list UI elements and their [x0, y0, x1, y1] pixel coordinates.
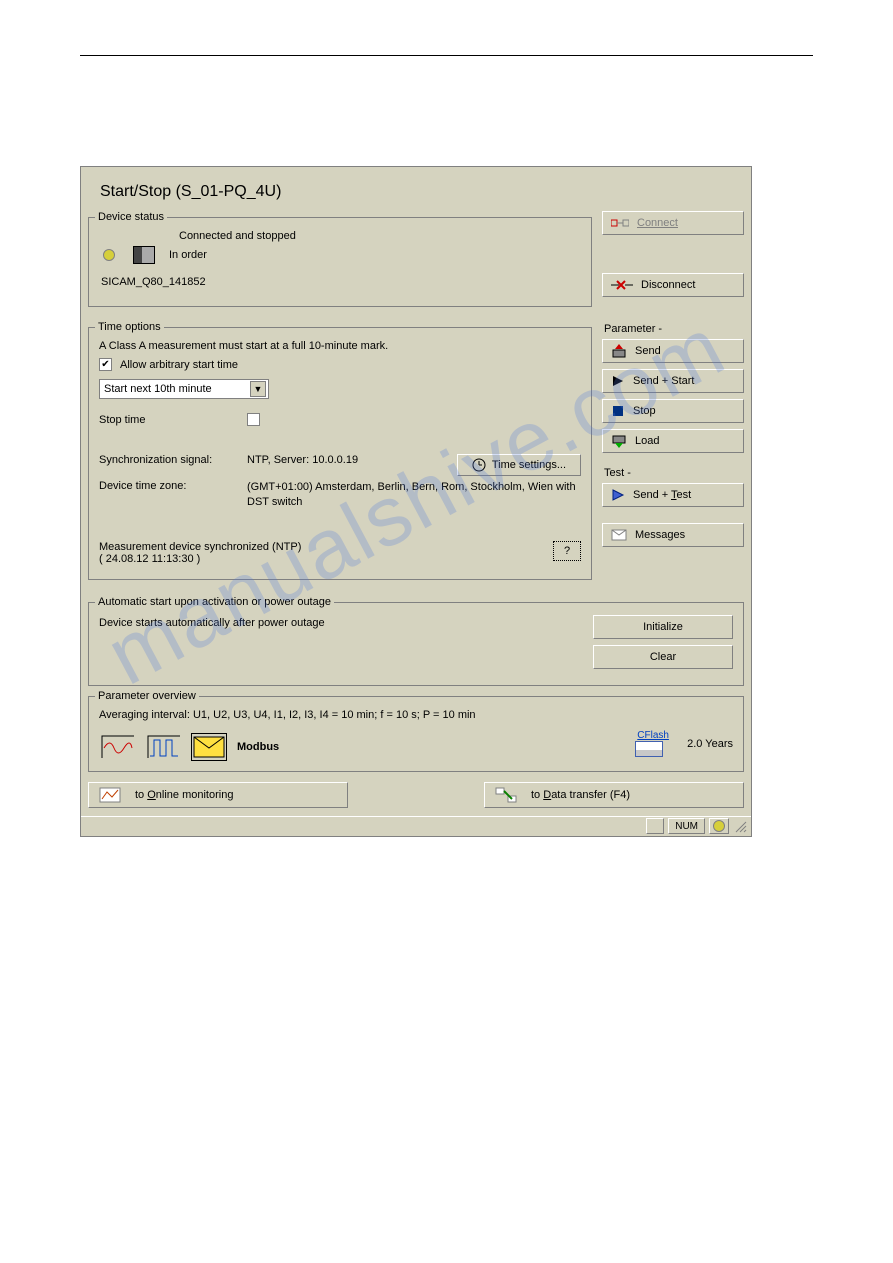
load-button[interactable]: Load [602, 429, 744, 453]
send-start-label: Send + Start [633, 375, 694, 387]
cflash-label: CFlash [637, 730, 669, 741]
load-label: Load [635, 435, 659, 447]
question-icon: ? [564, 545, 570, 557]
disconnect-icon [611, 279, 633, 291]
param-overview-legend: Parameter overview [95, 690, 199, 702]
meas-sync-time: ( 24.08.12 11:13:30 ) [99, 553, 545, 565]
cflash-icon [635, 741, 663, 757]
clear-button[interactable]: Clear [593, 645, 733, 669]
stop-button[interactable]: Stop [602, 399, 744, 423]
to-data-transfer-button[interactable]: to Data transfer (F4) [484, 782, 744, 808]
param-overview-group: Parameter overview Averaging interval: U… [88, 696, 744, 772]
time-options-group: Time options A Class A measurement must … [88, 327, 592, 580]
modbus-icon [191, 733, 227, 761]
stop-time-checkbox[interactable] [247, 413, 260, 426]
to-online-label: to Online monitoring [135, 789, 233, 801]
initialize-label: Initialize [643, 621, 683, 633]
timezone-label: Device time zone: [99, 480, 239, 492]
auto-start-text: Device starts automatically after power … [99, 615, 583, 675]
allow-arbitrary-label: Allow arbitrary start time [120, 359, 238, 371]
send-icon [611, 344, 627, 358]
to-data-transfer-label: to Data transfer (F4) [531, 789, 630, 801]
send-label: Send [635, 345, 661, 357]
time-intro-text: A Class A measurement must start at a fu… [99, 340, 581, 352]
resize-grip-icon [733, 819, 747, 833]
play-icon [611, 374, 625, 388]
time-options-legend: Time options [95, 321, 164, 333]
connect-button[interactable]: Connect [602, 211, 744, 235]
messages-label: Messages [635, 529, 685, 541]
device-status-group: Device status Connected and stopped In o… [88, 217, 592, 307]
test-section-label: Test - [604, 467, 744, 479]
status-led-icon [713, 820, 725, 832]
send-start-button[interactable]: Send + Start [602, 369, 744, 393]
transfer-icon [495, 787, 517, 803]
stop-icon [611, 404, 625, 418]
page-title: Start/Stop (S_01-PQ_4U) [88, 179, 744, 211]
device-name: SICAM_Q80_141852 [101, 276, 581, 288]
status-bar: NUM [81, 816, 751, 836]
chevron-down-icon: ▼ [250, 381, 266, 397]
waveform-icon [99, 733, 135, 761]
chart-icon [99, 787, 121, 803]
stop-label: Stop [633, 405, 656, 417]
connect-label: Connect [637, 217, 678, 229]
load-icon [611, 434, 627, 448]
clock-icon [472, 458, 486, 472]
disconnect-button[interactable]: Disconnect [602, 273, 744, 297]
messages-button[interactable]: Messages [602, 523, 744, 547]
to-online-monitoring-button[interactable]: to Online monitoring [88, 782, 348, 808]
device-order-label: In order [169, 249, 207, 261]
send-button[interactable]: Send [602, 339, 744, 363]
device-icon [133, 246, 155, 264]
send-test-button[interactable]: Send + Test [602, 483, 744, 507]
time-settings-button[interactable]: Time settings... [457, 454, 581, 476]
device-status-line: Connected and stopped [99, 230, 581, 242]
status-led-icon [103, 249, 115, 261]
app-window: Start/Stop (S_01-PQ_4U) Device status Co… [80, 166, 752, 837]
play-outline-icon [611, 488, 625, 502]
pulse-icon [145, 733, 181, 761]
stop-time-label: Stop time [99, 414, 239, 426]
envelope-icon [611, 529, 627, 541]
status-num: NUM [668, 818, 705, 834]
help-button[interactable]: ? [553, 541, 581, 561]
status-empty [646, 818, 664, 834]
send-test-label: Send + Test [633, 489, 691, 501]
time-settings-label: Time settings... [492, 459, 566, 471]
auto-start-legend: Automatic start upon activation or power… [95, 596, 334, 608]
modbus-label: Modbus [237, 741, 279, 753]
disconnect-label: Disconnect [641, 279, 695, 291]
auto-start-group: Automatic start upon activation or power… [88, 602, 744, 686]
sync-signal-value: NTP, Server: 10.0.0.19 [247, 454, 449, 466]
start-mode-select[interactable]: Start next 10th minute ▼ [99, 379, 269, 399]
meas-sync-label: Measurement device synchronized (NTP) [99, 541, 545, 553]
param-overview-text: Averaging interval: U1, U2, U3, U4, I1, … [99, 709, 733, 721]
timezone-value: (GMT+01:00) Amsterdam, Berlin, Bern, Rom… [247, 480, 581, 511]
header-rule [80, 55, 813, 56]
cflash-value: 2.0 Years [687, 738, 733, 750]
clear-label: Clear [650, 651, 676, 663]
parameter-section-label: Parameter - [604, 323, 744, 335]
start-mode-value: Start next 10th minute [104, 383, 212, 395]
initialize-button[interactable]: Initialize [593, 615, 733, 639]
connect-icon [611, 217, 629, 229]
status-led-box [709, 818, 729, 834]
sync-signal-label: Synchronization signal: [99, 454, 239, 466]
device-status-legend: Device status [95, 211, 167, 223]
allow-arbitrary-checkbox[interactable] [99, 358, 112, 371]
